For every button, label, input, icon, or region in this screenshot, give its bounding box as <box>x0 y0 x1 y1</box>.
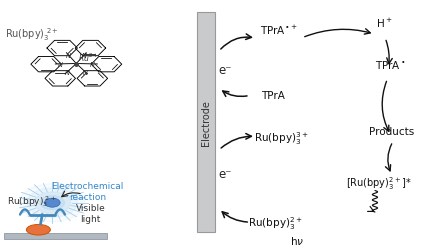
Text: h$\nu$: h$\nu$ <box>290 234 304 246</box>
Text: N: N <box>82 53 86 59</box>
Text: Electrochemical
reaction: Electrochemical reaction <box>51 182 123 201</box>
Text: Ru(bpy)$_3^{3+}$: Ru(bpy)$_3^{3+}$ <box>254 130 309 146</box>
Text: Ru$^{2+}$: Ru$^{2+}$ <box>78 51 98 64</box>
Text: N: N <box>82 69 88 75</box>
Text: Visible
light: Visible light <box>76 203 106 223</box>
Text: Ru(bpy)$_3^{\ 2+}$: Ru(bpy)$_3^{\ 2+}$ <box>7 193 56 208</box>
Bar <box>197 13 215 232</box>
Text: N: N <box>65 69 70 75</box>
Text: Ru(bpy)$_3^{2+}$: Ru(bpy)$_3^{2+}$ <box>248 214 303 231</box>
Text: TPrA$^\bullet$: TPrA$^\bullet$ <box>375 59 405 71</box>
Text: Products: Products <box>369 126 414 136</box>
Circle shape <box>34 192 71 213</box>
Text: TPrA: TPrA <box>261 91 285 101</box>
Circle shape <box>40 196 65 210</box>
Text: TPrA$^{\bullet+}$: TPrA$^{\bullet+}$ <box>260 24 298 37</box>
Ellipse shape <box>26 225 50 235</box>
Text: [Ru(bpy)$_3^{2+}$]*: [Ru(bpy)$_3^{2+}$]* <box>347 174 412 191</box>
Text: Ru(bpy)$_3^{\ 2+}$: Ru(bpy)$_3^{\ 2+}$ <box>5 26 59 42</box>
Text: N: N <box>58 62 62 68</box>
Text: H$^+$: H$^+$ <box>376 17 393 30</box>
Circle shape <box>27 188 78 217</box>
Text: N: N <box>90 62 95 68</box>
Text: e⁻: e⁻ <box>219 64 232 77</box>
Circle shape <box>44 198 60 207</box>
Circle shape <box>20 184 85 222</box>
Text: e⁻: e⁻ <box>219 167 232 180</box>
Bar <box>4 233 107 239</box>
Text: Electrode: Electrode <box>201 99 211 145</box>
Text: N: N <box>66 53 71 59</box>
